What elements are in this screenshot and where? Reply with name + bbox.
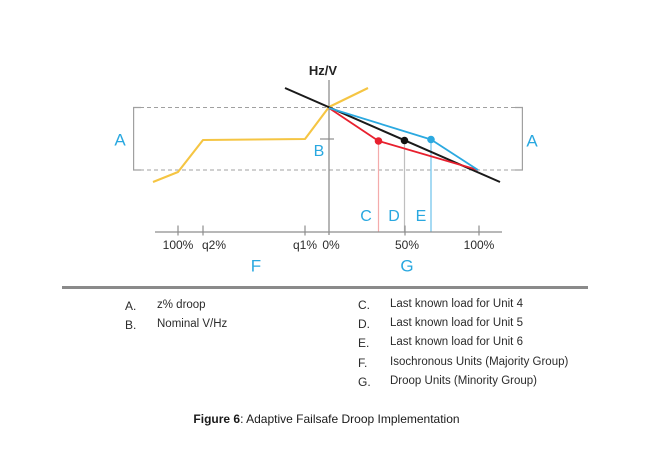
legend-letter: B. <box>125 318 137 333</box>
callout-f: F <box>250 256 262 276</box>
unit6-load-point <box>427 135 435 144</box>
callout-a-left: A <box>114 130 126 150</box>
legend-item: G. Droop Units (Minority Group) <box>358 375 568 394</box>
x-tick-100-left: 100% <box>162 238 194 252</box>
droop-band-right-bracket <box>515 106 523 171</box>
legend-right-column: C. Last known load for Unit 4 D. Last kn… <box>358 298 568 394</box>
legend-item: C. Last known load for Unit 4 <box>358 298 568 317</box>
callout-b: B <box>313 143 325 160</box>
figure-caption-text: : Adaptive Failsafe Droop Implementation <box>240 412 460 426</box>
x-axis-ticks <box>177 225 480 236</box>
figure-caption: Figure 6: Adaptive Failsafe Droop Implem… <box>0 412 653 426</box>
legend-text: Droop Units (Minority Group) <box>390 374 537 387</box>
legend-letter: G. <box>358 374 371 389</box>
legend-letter: A. <box>125 299 137 313</box>
legend-text: Isochronous Units (Majority Group) <box>390 355 569 368</box>
legend-text: Last known load for Unit 4 <box>390 298 523 310</box>
y-axis-title: Hz/V <box>308 63 338 78</box>
legend-text: Last known load for Unit 5 <box>390 317 523 330</box>
legend-item: F. Isochronous Units (Majority Group) <box>358 356 568 375</box>
isochronous-units-curve <box>152 87 369 183</box>
legend-item: B. Nominal V/Hz <box>125 318 227 337</box>
callout-g: G <box>400 256 414 276</box>
x-tick-100-right: 100% <box>463 238 495 252</box>
legend-item: E. Last known load for Unit 6 <box>358 336 568 355</box>
legend-text: Last known load for Unit 6 <box>390 336 523 349</box>
unit4-load-point <box>374 137 383 145</box>
legend-letter: C. <box>358 298 370 312</box>
legend-left-column: A. z% droop B. Nominal V/Hz <box>125 299 227 337</box>
legend-letter: D. <box>358 317 370 332</box>
callout-d: D <box>388 208 400 225</box>
legend-text: Nominal V/Hz <box>157 318 228 331</box>
x-tick-q2: q2% <box>201 238 227 252</box>
legend-text: z% droop <box>157 299 206 311</box>
legend-item: D. Last known load for Unit 5 <box>358 317 568 336</box>
callout-e: E <box>415 208 427 225</box>
figure-caption-number: Figure 6 <box>193 412 241 426</box>
legend-item: A. z% droop <box>125 299 227 318</box>
legend-letter: E. <box>358 336 370 351</box>
x-tick-50: 50% <box>394 238 420 252</box>
unit5-load-point <box>400 136 409 145</box>
callout-c: C <box>360 208 372 225</box>
callout-a-right: A <box>526 131 538 151</box>
x-tick-0: 0% <box>322 238 340 252</box>
legend-letter: F. <box>358 355 368 370</box>
droop-band-left-bracket <box>133 106 141 171</box>
legend-separator-rule <box>62 286 588 289</box>
x-tick-q1: q1% <box>292 238 318 252</box>
